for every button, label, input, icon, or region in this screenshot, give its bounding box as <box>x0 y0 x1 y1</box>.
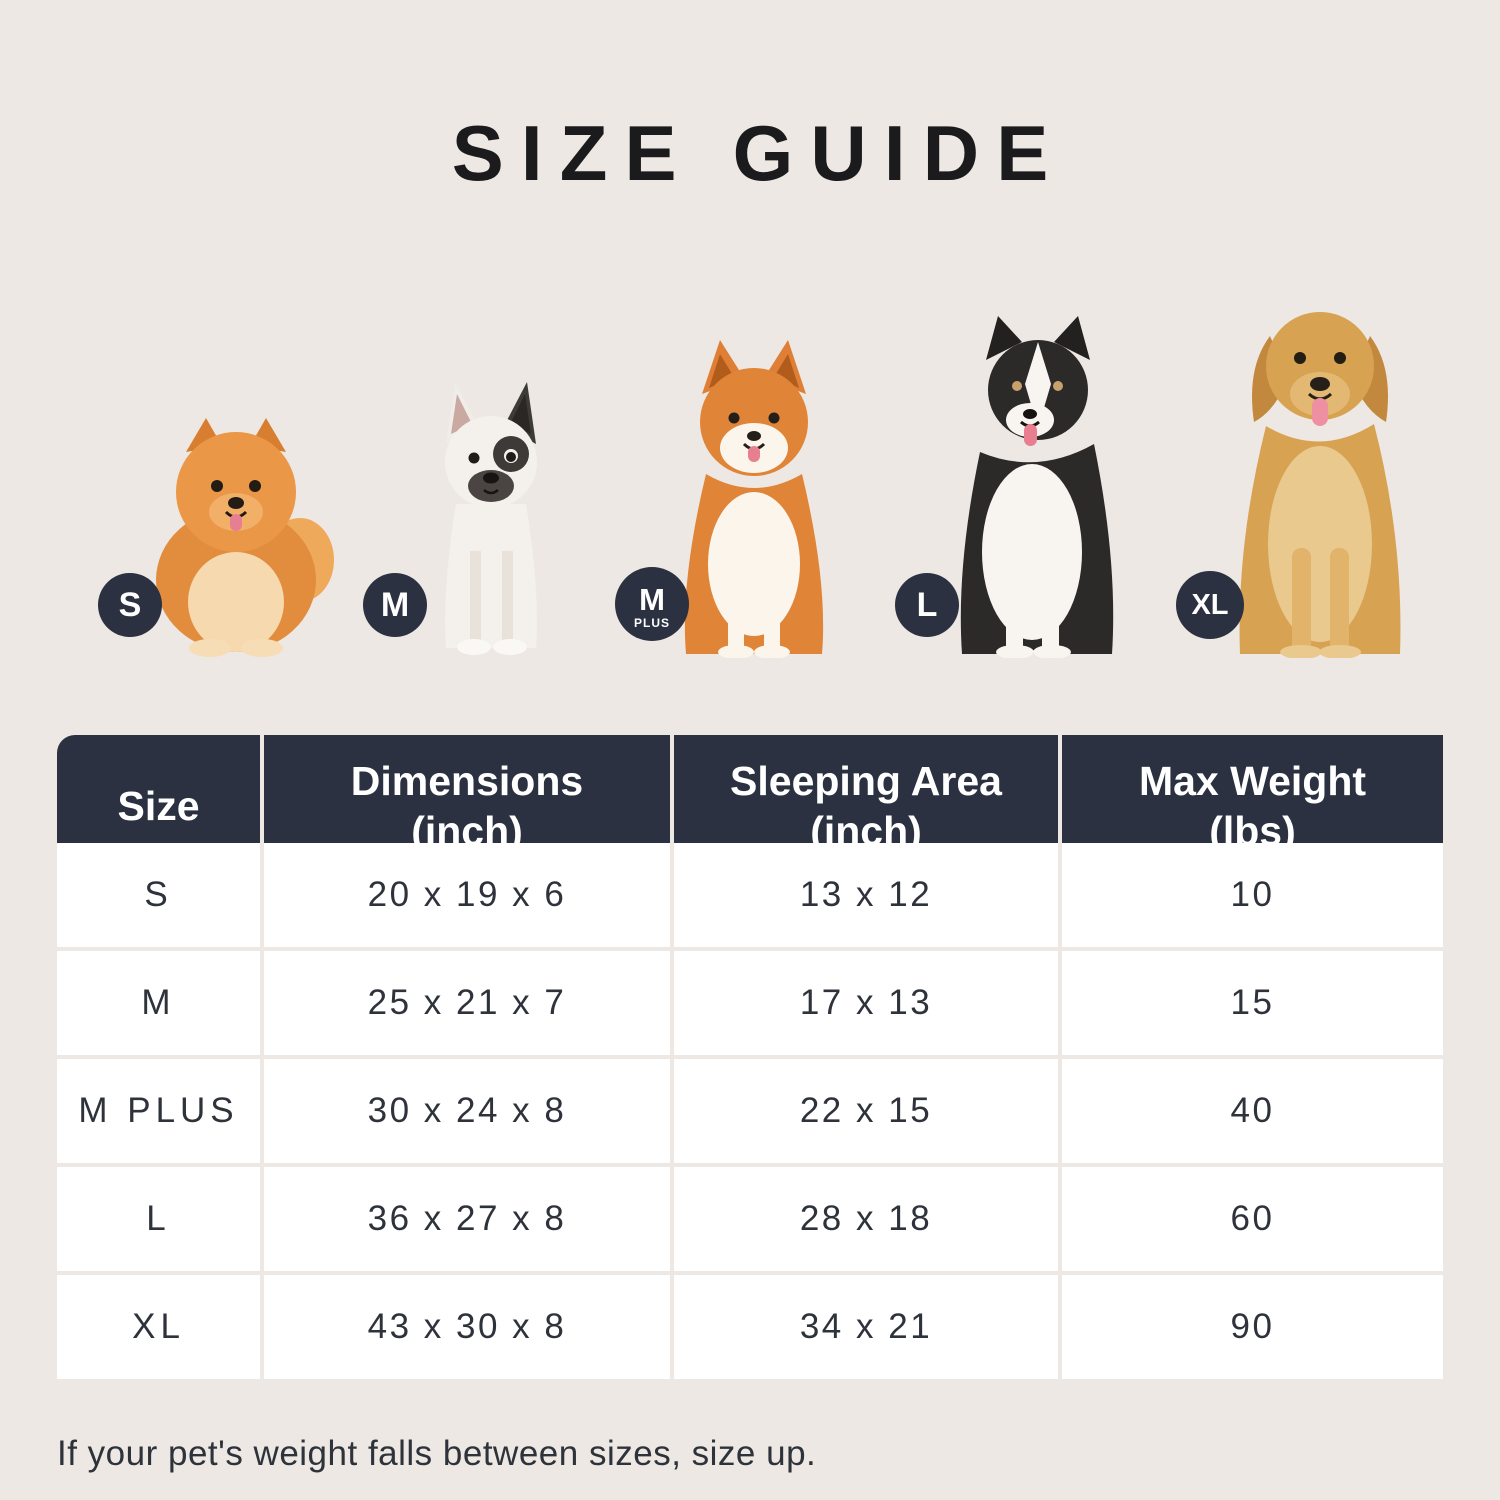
table-cell-dimensions: 30 x 24 x 8 <box>264 1059 670 1163</box>
size-badge-l: L <box>895 573 959 637</box>
table-cell-dimensions: 20 x 19 x 6 <box>264 843 670 947</box>
shiba-inu-dog-icon <box>652 332 856 658</box>
table-cell-dimensions: 25 x 21 x 7 <box>264 951 670 1055</box>
size-badge-label: S <box>118 586 142 624</box>
french-bulldog-dog-icon <box>418 376 566 656</box>
table-cell-max-weight: 90 <box>1062 1275 1443 1379</box>
table-cell-dimensions: 43 x 30 x 8 <box>264 1275 670 1379</box>
size-badge-xl: XL <box>1176 571 1244 639</box>
golden-retriever-dog-icon <box>1208 286 1432 658</box>
table-cell-size: M <box>57 951 260 1055</box>
size-table: Size Dimensions (inch) Sleeping Area (in… <box>57 735 1443 1379</box>
table-cell-sleeping-area: 34 x 21 <box>674 1275 1058 1379</box>
table-cell-max-weight: 15 <box>1062 951 1443 1055</box>
table-cell-sleeping-area: 22 x 15 <box>674 1059 1058 1163</box>
size-badge-label: L <box>916 586 938 624</box>
table-cell-sleeping-area: 17 x 13 <box>674 951 1058 1055</box>
table-cell-size: L <box>57 1167 260 1271</box>
table-cell-max-weight: 10 <box>1062 843 1443 947</box>
sizing-note: If your pet's weight falls between sizes… <box>57 1434 817 1473</box>
table-cell-dimensions: 36 x 27 x 8 <box>264 1167 670 1271</box>
table-cell-max-weight: 40 <box>1062 1059 1443 1163</box>
table-cell-sleeping-area: 13 x 12 <box>674 843 1058 947</box>
table-cell-size: XL <box>57 1275 260 1379</box>
size-badge-s: S <box>98 573 162 637</box>
table-cell-size: M PLUS <box>57 1059 260 1163</box>
table-cell-sleeping-area: 28 x 18 <box>674 1167 1058 1271</box>
size-badge-sublabel: PLUS <box>633 615 670 630</box>
table-cell-max-weight: 60 <box>1062 1167 1443 1271</box>
size-badge-label: M <box>380 586 410 624</box>
size-badge-m-plus: M PLUS <box>615 567 689 641</box>
size-badge-m: M <box>363 573 427 637</box>
pomeranian-dog-icon <box>138 410 338 658</box>
border-collie-dog-icon <box>930 312 1144 658</box>
table-cell-size: S <box>57 843 260 947</box>
page-title: SIZE GUIDE <box>451 109 1066 197</box>
size-badge-label: M <box>639 581 665 617</box>
size-badge-label: XL <box>1191 588 1229 621</box>
